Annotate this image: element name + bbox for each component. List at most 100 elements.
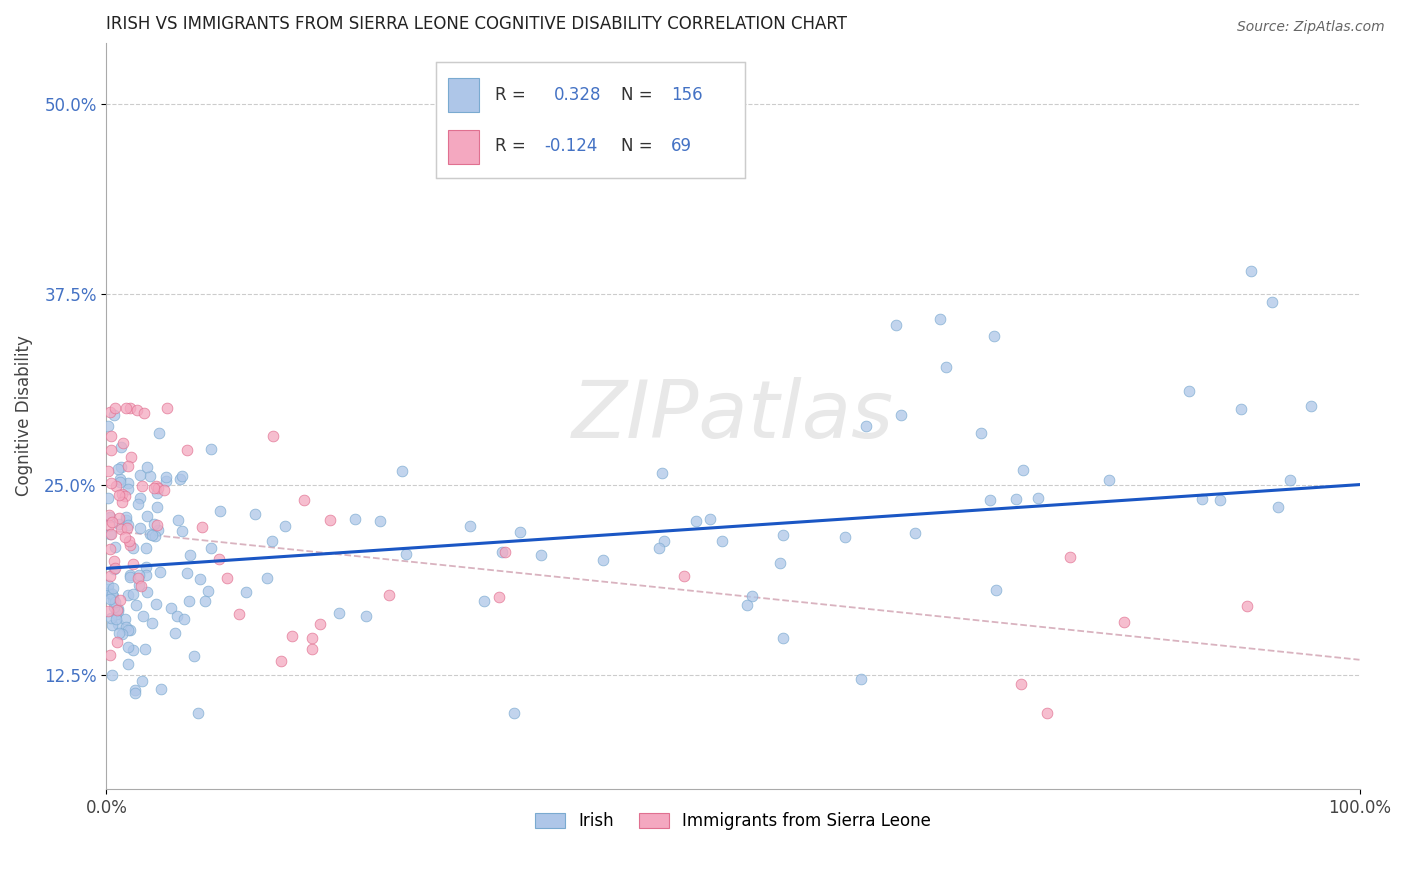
Point	[274, 519, 297, 533]
Point	[143, 516, 166, 531]
Point	[769, 556, 792, 570]
Point	[193, 594, 215, 608]
Point	[148, 425, 170, 440]
Point	[1178, 384, 1201, 398]
Point	[117, 657, 139, 671]
Point	[155, 474, 177, 488]
Point	[1209, 492, 1232, 507]
Point	[217, 571, 239, 585]
Point	[1261, 294, 1284, 309]
Point	[200, 442, 222, 456]
Point	[145, 479, 167, 493]
Point	[104, 607, 127, 622]
Point	[672, 569, 695, 583]
Point	[100, 586, 122, 600]
Point	[107, 462, 129, 476]
Point	[741, 589, 763, 603]
Point	[652, 533, 675, 548]
Point	[117, 640, 139, 654]
Point	[488, 590, 510, 604]
Point	[120, 450, 142, 464]
Point	[197, 584, 219, 599]
Point	[934, 359, 956, 374]
Point	[509, 524, 531, 539]
Point	[301, 631, 323, 645]
Point	[100, 475, 122, 490]
Point	[103, 599, 125, 614]
Point	[108, 626, 131, 640]
Point	[378, 589, 401, 603]
Point	[98, 569, 121, 583]
Point	[176, 443, 198, 458]
Point	[148, 523, 170, 537]
Point	[979, 492, 1001, 507]
Point	[228, 607, 250, 622]
Text: Source: ZipAtlas.com: Source: ZipAtlas.com	[1237, 20, 1385, 34]
Point	[97, 517, 120, 532]
Point	[188, 572, 211, 586]
Point	[100, 515, 122, 529]
Point	[172, 468, 194, 483]
Point	[983, 329, 1005, 343]
Point	[100, 443, 122, 458]
Point	[172, 524, 194, 538]
FancyBboxPatch shape	[449, 129, 479, 164]
Point	[651, 466, 673, 480]
Point	[120, 623, 142, 637]
Point	[125, 598, 148, 612]
Point	[98, 527, 121, 541]
Point	[107, 617, 129, 632]
Point	[101, 581, 124, 595]
Point	[155, 470, 177, 484]
Point	[368, 514, 391, 528]
Point	[115, 513, 138, 527]
Point	[834, 530, 856, 544]
Point	[176, 566, 198, 581]
Point	[132, 407, 155, 421]
Point	[503, 706, 526, 720]
Point	[105, 635, 128, 649]
Point	[186, 706, 208, 720]
Point	[851, 672, 873, 686]
Point	[118, 567, 141, 582]
Point	[107, 604, 129, 618]
Point	[117, 588, 139, 602]
Point	[104, 561, 127, 575]
Point	[107, 602, 129, 616]
Point	[970, 426, 993, 441]
Point	[177, 593, 200, 607]
Point	[142, 481, 165, 495]
Point	[100, 527, 122, 541]
Point	[772, 632, 794, 646]
Point	[308, 617, 330, 632]
Point	[208, 552, 231, 566]
Point	[208, 503, 231, 517]
Point	[281, 629, 304, 643]
Point	[1026, 491, 1049, 505]
Point	[104, 401, 127, 416]
Point	[200, 541, 222, 555]
Point	[1011, 463, 1033, 477]
Point	[904, 526, 927, 541]
Point	[530, 548, 553, 562]
Point	[737, 598, 759, 612]
Point	[98, 404, 121, 418]
Point	[111, 494, 134, 508]
Point	[394, 548, 416, 562]
Text: ZIPatlas: ZIPatlas	[572, 377, 894, 455]
Point	[115, 521, 138, 535]
Point	[328, 606, 350, 620]
Point	[156, 401, 179, 416]
Point	[1010, 677, 1032, 691]
Point	[98, 542, 121, 557]
Point	[110, 593, 132, 607]
Point	[191, 519, 214, 533]
Point	[108, 511, 131, 525]
Point	[141, 528, 163, 542]
Point	[1059, 549, 1081, 564]
Point	[772, 528, 794, 542]
Point	[111, 627, 134, 641]
Point	[1278, 473, 1301, 487]
Point	[97, 419, 120, 434]
Point	[114, 612, 136, 626]
